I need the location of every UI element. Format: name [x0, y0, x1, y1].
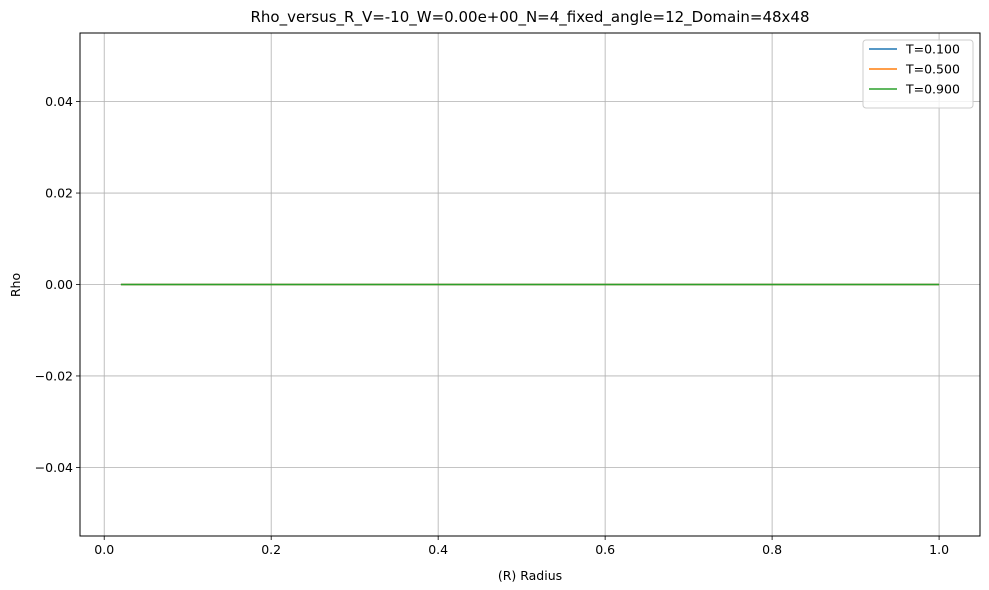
x-tick-label: 0.0 [94, 542, 114, 557]
x-axis-label: (R) Radius [498, 568, 562, 583]
y-axis: −0.04 −0.02 0.00 0.02 0.04 [35, 94, 80, 475]
x-axis: 0.0 0.2 0.4 0.6 0.8 1.0 [94, 536, 949, 557]
legend-label: T=0.900 [905, 82, 960, 97]
legend-label: T=0.500 [905, 62, 960, 77]
y-tick-label: 0.02 [45, 186, 73, 201]
y-tick-label: 0.00 [45, 277, 73, 292]
x-tick-label: 0.4 [428, 542, 448, 557]
x-tick-label: 0.2 [261, 542, 281, 557]
x-tick-label: 0.6 [595, 542, 615, 557]
x-tick-label: 0.8 [762, 542, 782, 557]
y-axis-label: Rho [8, 273, 23, 297]
y-tick-label: 0.04 [45, 94, 73, 109]
legend: T=0.100 T=0.500 T=0.900 [862, 39, 974, 109]
legend-label: T=0.100 [905, 42, 960, 57]
chart-title: Rho_versus_R_V=-10_W=0.00e+00_N=4_fixed_… [251, 8, 810, 27]
x-tick-label: 1.0 [929, 542, 949, 557]
y-tick-label: −0.02 [35, 368, 73, 383]
legend-box [862, 39, 974, 109]
y-tick-label: −0.04 [35, 460, 73, 475]
